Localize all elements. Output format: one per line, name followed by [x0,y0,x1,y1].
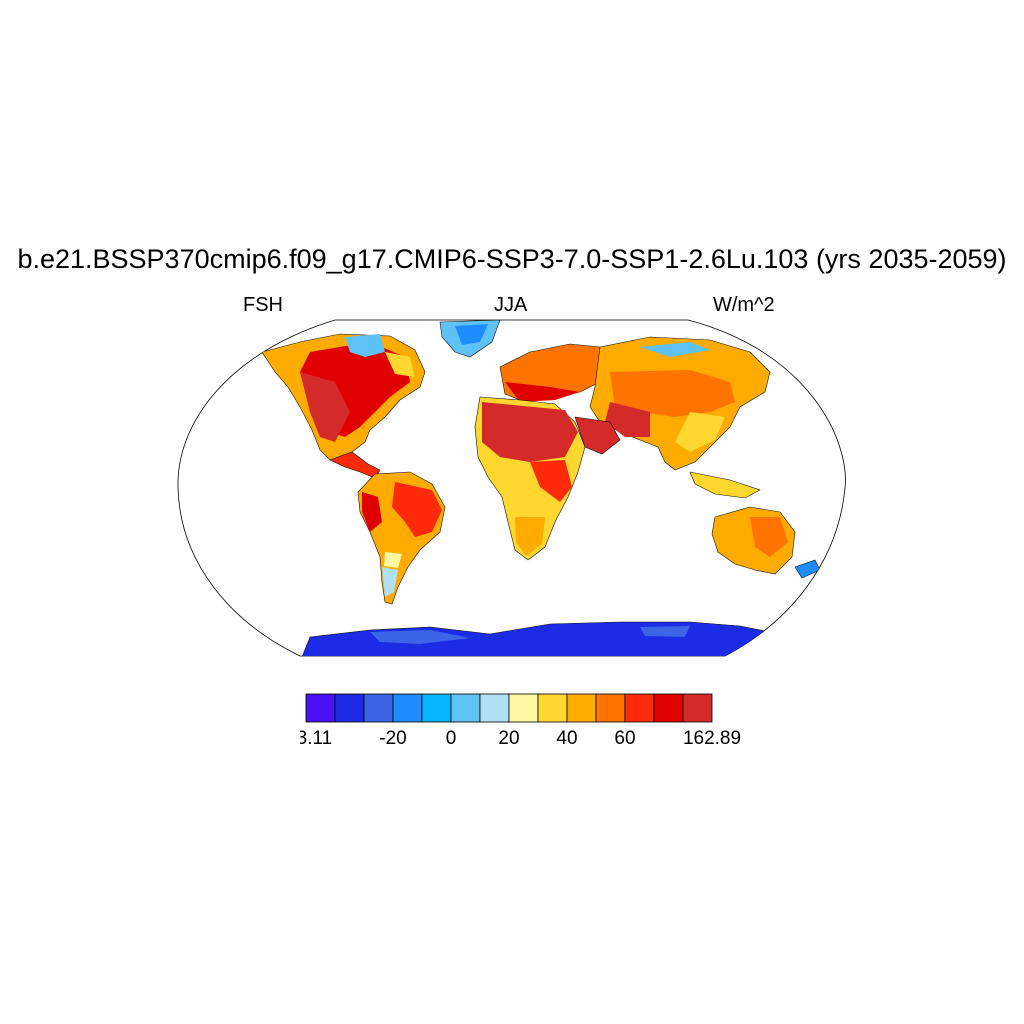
colorbar-tick-label: -20 [379,728,406,749]
colorbar-tick-label: 0 [446,728,457,749]
colorbar: -63.11 -20 0 20 40 60 162.89 [300,693,741,749]
colorbar-swatch [450,693,481,723]
colorbar-tick-label: 20 [498,728,519,749]
colorbar-swatch [537,693,568,723]
colorbar-swatch [682,693,713,723]
colorbar-swatch [508,693,539,723]
colorbar-swatch [334,693,365,723]
colorbar-tick-label: 40 [556,728,577,749]
season-label: JJA [494,294,528,316]
colorbar-tick-label: 162.89 [683,728,741,749]
colorbar-swatch [595,693,626,723]
world-map [177,319,846,657]
colorbar-swatch [624,693,655,723]
colorbar-swatch [421,693,452,723]
colorbar-swatch [566,693,597,723]
colorbar-tick-label: -63.11 [300,728,332,749]
colorbar-swatch [305,693,336,723]
colorbar-swatch [479,693,510,723]
variable-label: FSH [243,294,283,316]
colorbar-swatch [392,693,423,723]
colorbar-swatch [363,693,394,723]
southeast-asia-islands [689,471,761,499]
colorbar-tick-label: 60 [614,728,635,749]
units-label: W/m^2 [713,294,775,316]
plot-title: b.e21.BSSP370cmip6.f09_g17.CMIP6-SSP3-7.… [17,244,1007,274]
arabia [574,416,621,455]
colorbar-swatch [653,693,684,723]
